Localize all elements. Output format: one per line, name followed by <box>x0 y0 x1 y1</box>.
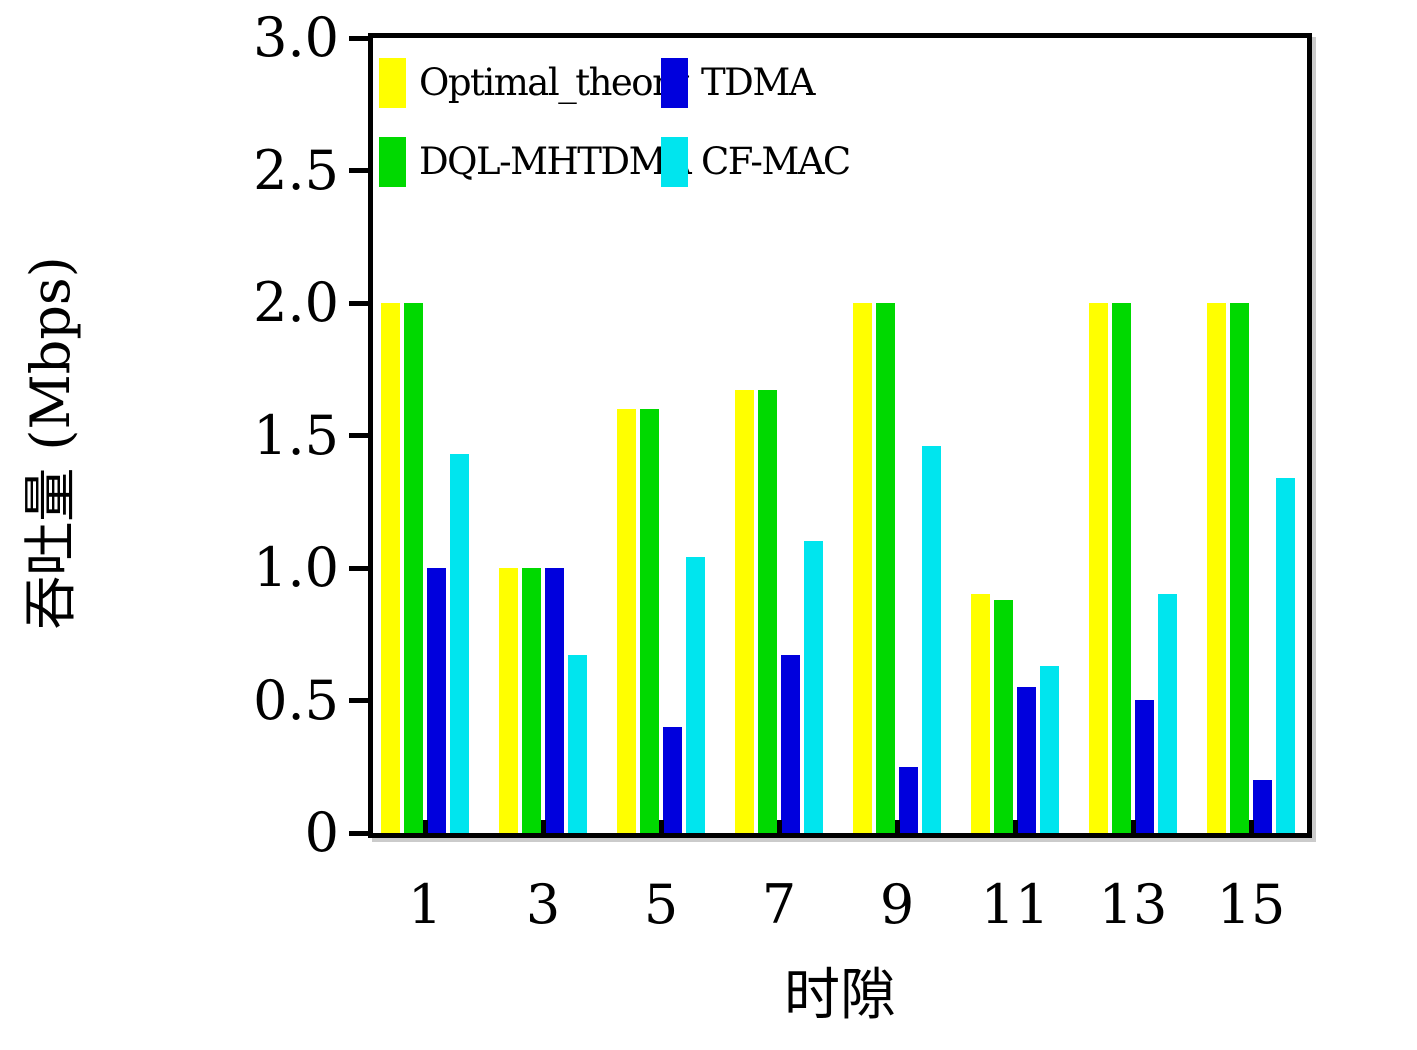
y-tick-mark <box>349 168 368 173</box>
bar-cf-mac-slot-9 <box>922 446 941 833</box>
bar-dql-mhtdma-slot-11 <box>994 600 1013 833</box>
bar-cf-mac-slot-13 <box>1158 594 1177 833</box>
bar-dql-mhtdma-slot-15 <box>1230 303 1249 833</box>
bar-optimal-theory-slot-3 <box>499 568 518 833</box>
plot-area: Optimal_theory TDMA DQL-MHTDMA CF-MAC <box>368 33 1312 838</box>
y-tick-mark <box>349 698 368 703</box>
plot-inner-area <box>373 38 1307 833</box>
legend-swatch-optimal-theory <box>379 58 406 108</box>
legend-swatch-cf-mac <box>661 137 688 187</box>
x-tick-label: 15 <box>1216 873 1286 936</box>
bar-tdma-slot-3 <box>545 568 564 833</box>
y-tick-label: 0.5 <box>253 668 339 732</box>
bar-optimal-theory-slot-15 <box>1207 303 1226 833</box>
legend-label: DQL-MHTDMA <box>419 140 692 183</box>
legend-item-tdma: TDMA <box>661 58 815 108</box>
x-tick-mark <box>777 820 782 833</box>
x-tick-mark <box>659 820 664 833</box>
bar-tdma-slot-7 <box>781 655 800 833</box>
bar-tdma-slot-11 <box>1017 687 1036 833</box>
legend-swatch-dql-mhtdma <box>379 137 406 187</box>
bar-tdma-slot-13 <box>1135 700 1154 833</box>
x-tick-mark <box>423 820 428 833</box>
bar-dql-mhtdma-slot-5 <box>640 409 659 833</box>
y-tick-label: 0 <box>304 801 339 864</box>
legend-label: TDMA <box>701 61 815 104</box>
legend-label: CF-MAC <box>701 140 851 183</box>
bar-tdma-slot-1 <box>427 568 446 833</box>
y-tick-label: 3.0 <box>253 6 339 69</box>
legend-swatch-tdma <box>661 58 688 108</box>
x-tick-mark <box>1249 820 1254 833</box>
legend-item-cf-mac: CF-MAC <box>661 137 851 187</box>
x-tick-label: 7 <box>761 873 797 936</box>
bar-cf-mac-slot-7 <box>804 541 823 833</box>
bar-dql-mhtdma-slot-3 <box>522 568 541 833</box>
y-tick-mark <box>349 300 368 306</box>
y-tick-label: 2.5 <box>253 138 339 202</box>
y-tick-label: 2.0 <box>253 271 339 334</box>
x-tick-label: 9 <box>879 873 915 936</box>
x-tick-label: 1 <box>407 873 443 936</box>
bar-dql-mhtdma-slot-7 <box>758 390 777 833</box>
legend-label: Optimal_theory <box>419 61 689 104</box>
legend-item-dql-mhtdma: DQL-MHTDMA <box>379 137 692 187</box>
x-tick-label: 3 <box>525 873 561 936</box>
y-tick-label: 1.5 <box>253 403 339 467</box>
bar-tdma-slot-5 <box>663 727 682 833</box>
x-tick-mark <box>895 820 900 833</box>
bar-optimal-theory-slot-13 <box>1089 303 1108 833</box>
y-tick-mark <box>349 830 368 836</box>
y-tick-mark <box>349 35 368 41</box>
x-tick-mark <box>1013 820 1018 833</box>
x-tick-label: 11 <box>980 873 1050 936</box>
bar-dql-mhtdma-slot-9 <box>876 303 895 833</box>
x-tick-mark <box>1131 820 1136 833</box>
bar-optimal-theory-slot-11 <box>971 594 990 833</box>
bar-optimal-theory-slot-1 <box>381 303 400 833</box>
legend-item-optimal-theory: Optimal_theory <box>379 58 689 108</box>
x-tick-label: 5 <box>643 873 679 936</box>
bar-cf-mac-slot-15 <box>1276 478 1295 833</box>
y-tick-label: 1.0 <box>253 536 339 599</box>
bar-optimal-theory-slot-5 <box>617 409 636 833</box>
bar-cf-mac-slot-11 <box>1040 666 1059 833</box>
bar-dql-mhtdma-slot-1 <box>404 303 423 833</box>
bar-dql-mhtdma-slot-13 <box>1112 303 1131 833</box>
y-tick-mark <box>349 565 368 571</box>
bar-cf-mac-slot-3 <box>568 655 587 833</box>
bar-optimal-theory-slot-9 <box>853 303 872 833</box>
bar-optimal-theory-slot-7 <box>735 390 754 833</box>
bar-cf-mac-slot-1 <box>450 454 469 833</box>
bar-tdma-slot-9 <box>899 767 918 833</box>
y-axis-label: 吞吐量 (Mbps) <box>19 256 82 630</box>
bar-tdma-slot-15 <box>1253 780 1272 833</box>
bar-cf-mac-slot-5 <box>686 557 705 833</box>
y-tick-mark <box>349 433 368 438</box>
x-tick-mark <box>541 820 546 833</box>
x-axis-label: 时隙 <box>784 963 896 1028</box>
x-tick-label: 13 <box>1098 873 1168 936</box>
